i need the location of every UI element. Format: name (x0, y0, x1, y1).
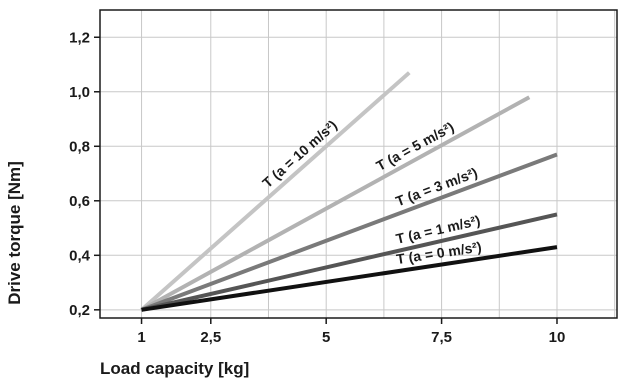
x-tick-label-4: 10 (549, 329, 566, 346)
y-tick-label-1: 0,4 (69, 247, 91, 264)
series-label-0: T (a = 10 m/s²) (259, 117, 340, 191)
series-line-1 (140, 95, 531, 312)
x-axis-label: Load capacity [kg] (100, 359, 249, 378)
series-lines (140, 71, 558, 312)
x-tick-label-1: 2,5 (200, 329, 221, 346)
y-tick-label-0: 0,2 (69, 302, 90, 319)
y-axis-ticks: 0,2 0,4 0,6 0,8 1,0 1,2 (69, 29, 100, 319)
y-tick-label-4: 1,0 (69, 84, 90, 101)
series-line-4 (141, 245, 558, 312)
plot-frame (99, 9, 618, 319)
y-axis-label: Drive torque [Nm] (5, 161, 24, 305)
y-tick-label-5: 1,2 (69, 29, 90, 46)
series-line-2 (140, 152, 558, 312)
series-line-3 (141, 212, 558, 312)
y-tick-label-3: 0,8 (69, 138, 90, 155)
x-tick-label-3: 7,5 (431, 329, 452, 346)
series-line-0 (140, 71, 411, 312)
x-axis-ticks: 1 2,5 5 7,5 10 (137, 318, 565, 346)
x-tick-label-2: 5 (322, 329, 330, 346)
x-tick-label-0: 1 (137, 329, 145, 346)
y-tick-label-2: 0,6 (69, 193, 90, 210)
grid (100, 10, 617, 318)
